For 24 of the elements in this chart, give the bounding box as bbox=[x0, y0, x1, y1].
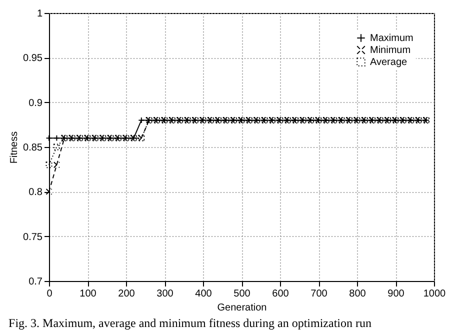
x-tick-label: 400 bbox=[195, 288, 212, 300]
x-tick-label: 0 bbox=[46, 288, 53, 300]
legend-label: Minimum bbox=[370, 45, 411, 56]
y-tick-label: 0.9 bbox=[28, 98, 43, 109]
x-tick-label: 900 bbox=[388, 288, 405, 300]
y-axis-title: Fitness bbox=[9, 131, 20, 164]
legend-label: Maximum bbox=[370, 33, 414, 44]
y-tick-label: 0.85 bbox=[23, 142, 43, 154]
caption: Fig. 3. Maximum, average and minimum fitness during an optimization run bbox=[8, 316, 372, 330]
x-tick-label: 600 bbox=[272, 288, 290, 300]
x-tick-label: 700 bbox=[310, 288, 328, 300]
y-tick-label: 0.8 bbox=[28, 187, 43, 198]
y-tick-label: 0.95 bbox=[23, 53, 43, 64]
x-tick-label: 1000 bbox=[423, 288, 446, 300]
y-tick-label: 0.75 bbox=[23, 232, 43, 243]
x-tick-label: 100 bbox=[80, 288, 97, 300]
x-tick-label: 300 bbox=[156, 288, 174, 300]
x-tick-label: 800 bbox=[349, 288, 366, 300]
legend-label: Average bbox=[370, 57, 408, 68]
x-tick-label: 500 bbox=[234, 288, 251, 300]
x-axis-title: Generation bbox=[217, 302, 267, 314]
y-tick-label: 0.7 bbox=[28, 276, 43, 288]
y-tick-label: 1 bbox=[36, 8, 43, 20]
x-tick-label: 200 bbox=[118, 288, 136, 300]
